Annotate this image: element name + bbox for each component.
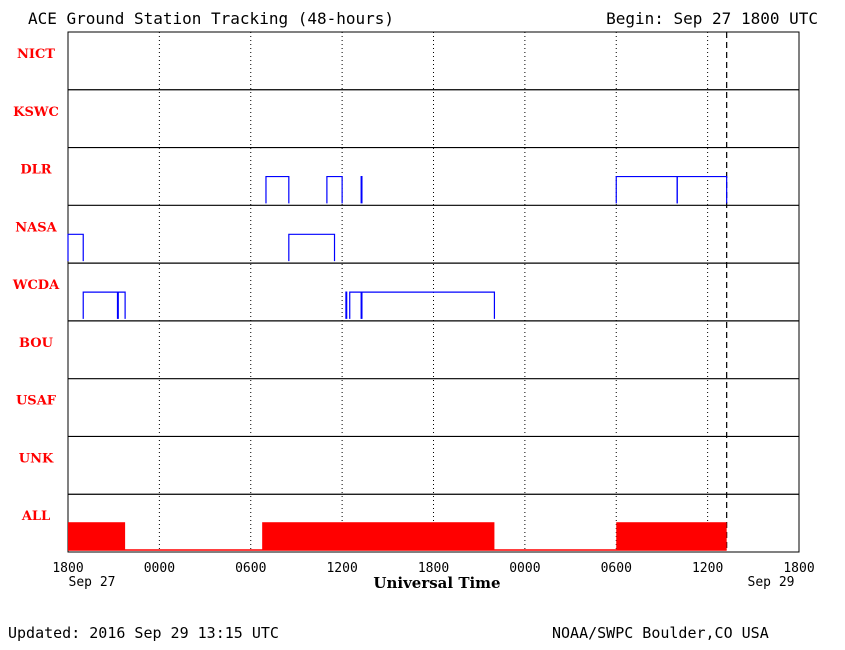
tracking-chart: ACE Ground Station Tracking (48-hours) B… bbox=[12, 9, 818, 592]
station-label: DLR bbox=[20, 163, 51, 178]
chart-title: ACE Ground Station Tracking (48-hours) bbox=[28, 9, 394, 28]
begin-label: Begin: Sep 27 1800 UTC bbox=[606, 9, 818, 28]
tick-label: 1800 bbox=[52, 561, 83, 576]
track-interval bbox=[615, 175, 678, 204]
track-interval bbox=[345, 291, 348, 319]
tick-label: 0600 bbox=[235, 561, 266, 576]
all-coverage-bar bbox=[68, 522, 126, 550]
tick-label: 1800 bbox=[783, 561, 814, 576]
station-label: BOU bbox=[19, 336, 54, 351]
tick-date-end: Sep 29 bbox=[748, 575, 795, 590]
track-interval bbox=[361, 291, 496, 319]
track-interval bbox=[288, 233, 336, 262]
tick-label: 1200 bbox=[692, 561, 723, 576]
track-interval bbox=[67, 233, 84, 262]
x-axis-label: Universal Time bbox=[373, 574, 500, 592]
updated-text: Updated: 2016 Sep 29 13:15 UTC bbox=[8, 624, 279, 642]
station-label: NASA bbox=[15, 220, 57, 235]
tick-label: 0600 bbox=[601, 561, 632, 576]
tick-label: 1800 bbox=[418, 561, 449, 576]
track-interval bbox=[117, 291, 126, 319]
track-interval bbox=[326, 175, 343, 204]
credit-text: NOAA/SWPC Boulder,CO USA bbox=[552, 624, 769, 642]
tick-label: 0000 bbox=[144, 561, 175, 576]
station-label: USAF bbox=[16, 394, 57, 409]
track-interval bbox=[676, 175, 728, 204]
station-label: WCDA bbox=[12, 278, 60, 293]
tick-date-start: Sep 27 bbox=[69, 575, 116, 590]
track-interval bbox=[360, 175, 363, 204]
station-label: NICT bbox=[17, 47, 55, 62]
track-interval bbox=[82, 291, 119, 319]
station-label: UNK bbox=[19, 451, 54, 466]
station-label: KSWC bbox=[13, 105, 59, 120]
tick-label: 0000 bbox=[509, 561, 540, 576]
track-interval bbox=[265, 175, 290, 204]
all-coverage-bar bbox=[262, 522, 495, 550]
station-label: ALL bbox=[21, 509, 50, 524]
track-interval bbox=[349, 291, 362, 319]
tick-label: 1200 bbox=[326, 561, 357, 576]
all-coverage-bar bbox=[616, 522, 727, 550]
